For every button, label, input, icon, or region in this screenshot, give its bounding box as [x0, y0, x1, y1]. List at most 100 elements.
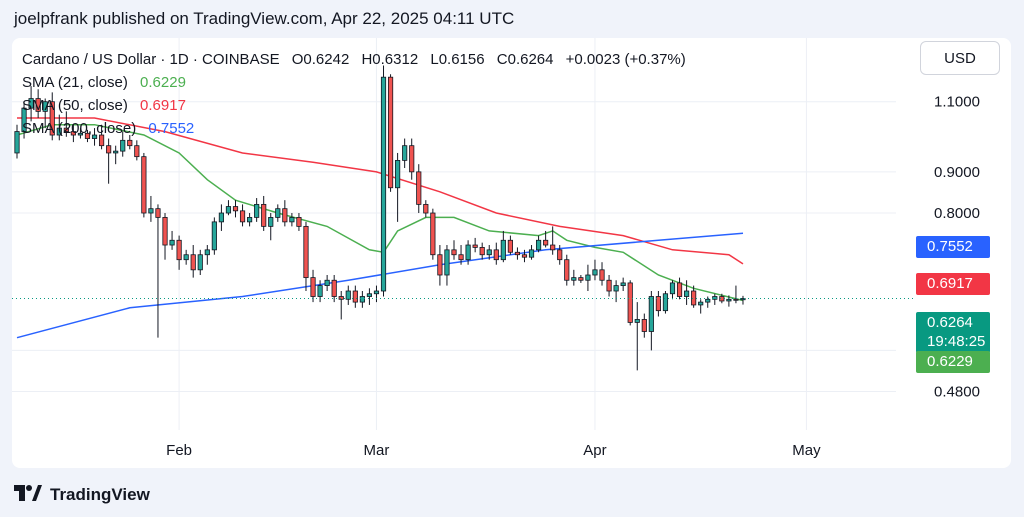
candle-body [585, 274, 591, 281]
candle-body [155, 208, 161, 218]
candle-body [324, 279, 330, 286]
candle-body [247, 217, 253, 223]
candle-body [197, 254, 203, 271]
candle-body [535, 239, 542, 251]
legend-sma200-value: 0.7552 [148, 120, 195, 137]
candle-body [669, 282, 676, 295]
legend-symbol[interactable]: Cardano / US Dollar · 1D · COINBASE [22, 51, 280, 68]
candle-body [634, 319, 640, 323]
candle-body [493, 249, 499, 261]
candle-body [380, 76, 387, 292]
candle-body [98, 134, 105, 147]
last-price-tag: 0.6264 [916, 312, 990, 334]
legend-sma200-label: SMA (200, close) [22, 120, 137, 137]
legend-low: L0.6156 [430, 51, 485, 68]
footer-logo[interactable]: TradingView [14, 484, 150, 506]
candle-body [169, 239, 175, 246]
legend-high: H0.6312 [361, 51, 419, 68]
candle-body [564, 259, 570, 281]
candle-body [557, 249, 563, 261]
candle-body [430, 212, 436, 256]
candle-body [218, 212, 224, 223]
candle-body [282, 208, 288, 223]
candle-body [317, 285, 323, 297]
candle-body [641, 319, 647, 332]
y-tick-label: 1.1000 [934, 94, 980, 111]
candle-body [507, 239, 513, 253]
legend-sma50-label: SMA (50, close) [22, 97, 128, 114]
legend-sma200-row[interactable]: SMA (200, close) 0.7552 [22, 117, 686, 140]
candle-body [310, 277, 316, 297]
candle-body [176, 239, 182, 261]
candle-body [268, 217, 274, 227]
candle-body [409, 145, 415, 173]
candle-body [141, 156, 147, 214]
candle-body [486, 249, 492, 256]
candle-body [592, 269, 598, 276]
candle-body [359, 296, 365, 303]
candle-body [63, 127, 69, 132]
candle-body [35, 98, 41, 112]
candle-body [416, 171, 422, 205]
candle-body [352, 290, 358, 303]
x-tick-label: Apr [583, 442, 606, 459]
candle-body [437, 254, 443, 276]
legend-sma21-row[interactable]: SMA (21, close) 0.6229 [22, 71, 686, 94]
candle-body [479, 247, 485, 256]
candle-body [331, 279, 337, 297]
publish-caption: joelpfrank published on TradingView.com,… [14, 9, 515, 28]
candle-body [225, 206, 232, 214]
candle-body [183, 254, 189, 261]
candle-body [613, 285, 619, 292]
sma50-price-tag: 0.6917 [916, 273, 990, 295]
candle-body [106, 145, 112, 154]
candle-body [740, 298, 746, 301]
candle-body [578, 277, 584, 281]
x-tick-label: May [792, 442, 821, 459]
candle-body [232, 206, 239, 212]
candle-body [345, 290, 351, 300]
candle-body [465, 244, 471, 261]
candle-body [190, 254, 196, 271]
sma50-line [17, 117, 744, 265]
candle-body [14, 131, 20, 154]
candle-body [204, 249, 210, 256]
candle-body [296, 217, 302, 227]
candle-body [648, 296, 654, 332]
candle-body [691, 290, 697, 306]
y-tick-label: 0.8000 [934, 205, 980, 222]
candle-body [528, 249, 535, 258]
candle-body [521, 254, 528, 258]
candle-body [211, 221, 217, 251]
legend-sma21-value: 0.6229 [140, 74, 186, 91]
x-tick-label: Mar [364, 442, 390, 459]
candle-body [275, 208, 281, 218]
candle-body [606, 279, 612, 292]
candle-body [387, 76, 394, 189]
candle-body [303, 225, 309, 279]
legend-sma50-row[interactable]: SMA (50, close) 0.6917 [22, 94, 686, 117]
candle-body [42, 101, 48, 112]
candle-body [500, 239, 506, 261]
sma200-price-tag: 0.7552 [916, 236, 990, 258]
candle-body [662, 293, 669, 312]
candle-body [289, 217, 295, 223]
candle-body [451, 249, 457, 256]
price-chart[interactable]: 1.10000.90000.80000.54000.4800FebMarAprM… [12, 38, 1011, 468]
candle-body [120, 139, 126, 152]
currency-button[interactable]: USD [920, 41, 1000, 75]
candle-body [21, 107, 27, 132]
legend-sma21-label: SMA (21, close) [22, 74, 128, 91]
chart-panel[interactable]: 1.10000.90000.80000.54000.4800FebMarAprM… [12, 38, 1011, 468]
footer-brand: TradingView [50, 485, 150, 504]
candle-body [56, 127, 62, 136]
candle-body [127, 139, 133, 147]
candle-body [726, 298, 732, 302]
candle-body [338, 296, 344, 300]
candle-body [239, 210, 246, 223]
candle-body [698, 301, 704, 306]
y-tick-label: 0.4800 [934, 384, 980, 401]
candle-body [261, 203, 267, 227]
candle-body [402, 145, 408, 161]
candle-body [705, 298, 711, 303]
